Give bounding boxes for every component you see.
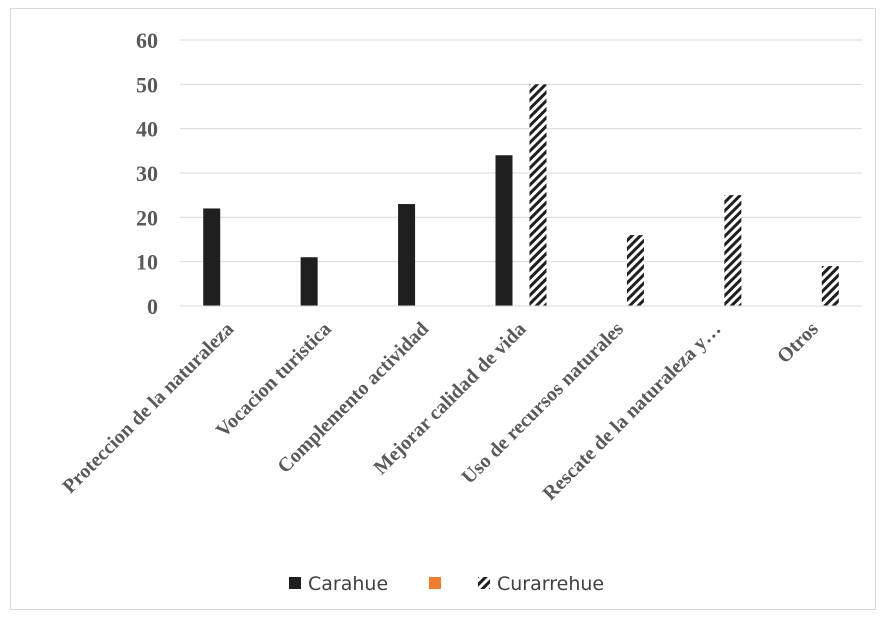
legend-label: Carahue: [308, 573, 388, 595]
legend-swatch: [429, 577, 441, 589]
x-tick-label: Proteccion de la naturaleza: [58, 318, 238, 498]
y-tick-label: 30: [136, 161, 158, 186]
legend-swatch: [289, 577, 301, 589]
bar-carahue: [300, 257, 318, 306]
bars: [203, 84, 839, 306]
legend-swatch: [478, 577, 490, 589]
gridlines: [180, 39, 862, 263]
chart-frame: [10, 8, 876, 610]
bar-carahue: [495, 155, 513, 306]
y-tick-label: 50: [136, 72, 158, 97]
legend: Carahue Curarrehue: [289, 573, 604, 595]
y-tick-label: 40: [136, 117, 158, 142]
x-tick-label: Uso de recursos naturales: [458, 318, 629, 489]
y-axis-ticks: 0 10 20 30 40 50 60: [136, 28, 158, 319]
x-tick-label: Otros: [773, 318, 823, 368]
bar-curarrehue: [529, 84, 547, 306]
bar-carahue: [398, 204, 416, 306]
y-tick-label: 0: [147, 294, 158, 319]
bar-curarrehue: [724, 195, 742, 306]
y-tick-label: 10: [136, 250, 158, 275]
bar-carahue: [203, 208, 221, 306]
x-tick-label: Rescate de la naturaleza y…: [539, 318, 726, 505]
y-tick-label: 20: [136, 205, 158, 230]
y-tick-label: 60: [136, 28, 158, 53]
bar-curarrehue: [626, 235, 644, 306]
bar-curarrehue: [821, 266, 839, 306]
legend-label: Curarrehue: [497, 573, 604, 595]
